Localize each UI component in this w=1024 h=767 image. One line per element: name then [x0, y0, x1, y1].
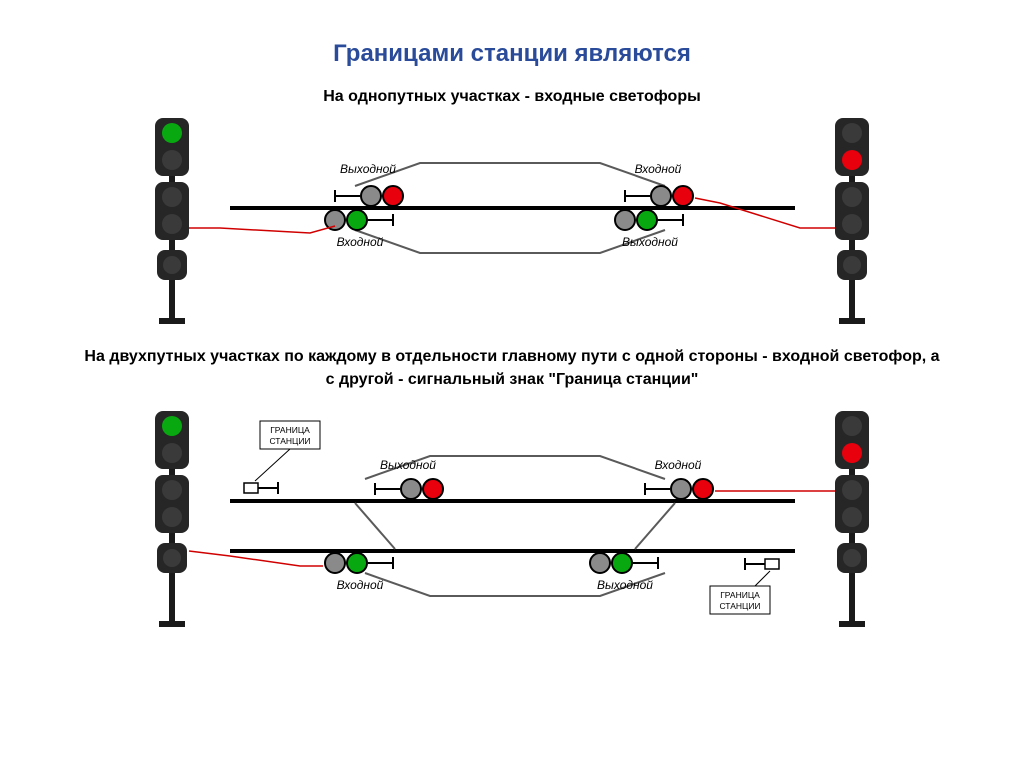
svg-text:СТАНЦИИ: СТАНЦИИ [269, 436, 310, 446]
svg-text:ГРАНИЦА: ГРАНИЦА [720, 590, 760, 600]
svg-text:Выходной: Выходной [380, 458, 436, 472]
page-title: Границами станции являются [0, 40, 1024, 68]
subtitle-double-track: На двухпутных участках по каждому в отде… [0, 346, 1024, 391]
svg-text:Входной: Входной [337, 578, 384, 592]
svg-text:Выходной: Выходной [622, 235, 678, 249]
svg-text:Входной: Входной [337, 235, 384, 249]
svg-text:Выходной: Выходной [340, 162, 396, 176]
svg-text:ГРАНИЦА: ГРАНИЦА [270, 425, 310, 435]
svg-text:Входной: Входной [635, 162, 682, 176]
diagram-double-track: ГРАНИЦА СТАНЦИИ Выходной Входной Входной [0, 391, 1024, 651]
svg-text:Выходной: Выходной [597, 578, 653, 592]
diagram-single-track: Выходной Входной Входной Выходной [0, 108, 1024, 328]
svg-text:Входной: Входной [655, 458, 702, 472]
svg-text:СТАНЦИИ: СТАНЦИИ [719, 601, 760, 611]
subtitle-single-track: На однопутных участках - входные светофо… [0, 86, 1024, 108]
